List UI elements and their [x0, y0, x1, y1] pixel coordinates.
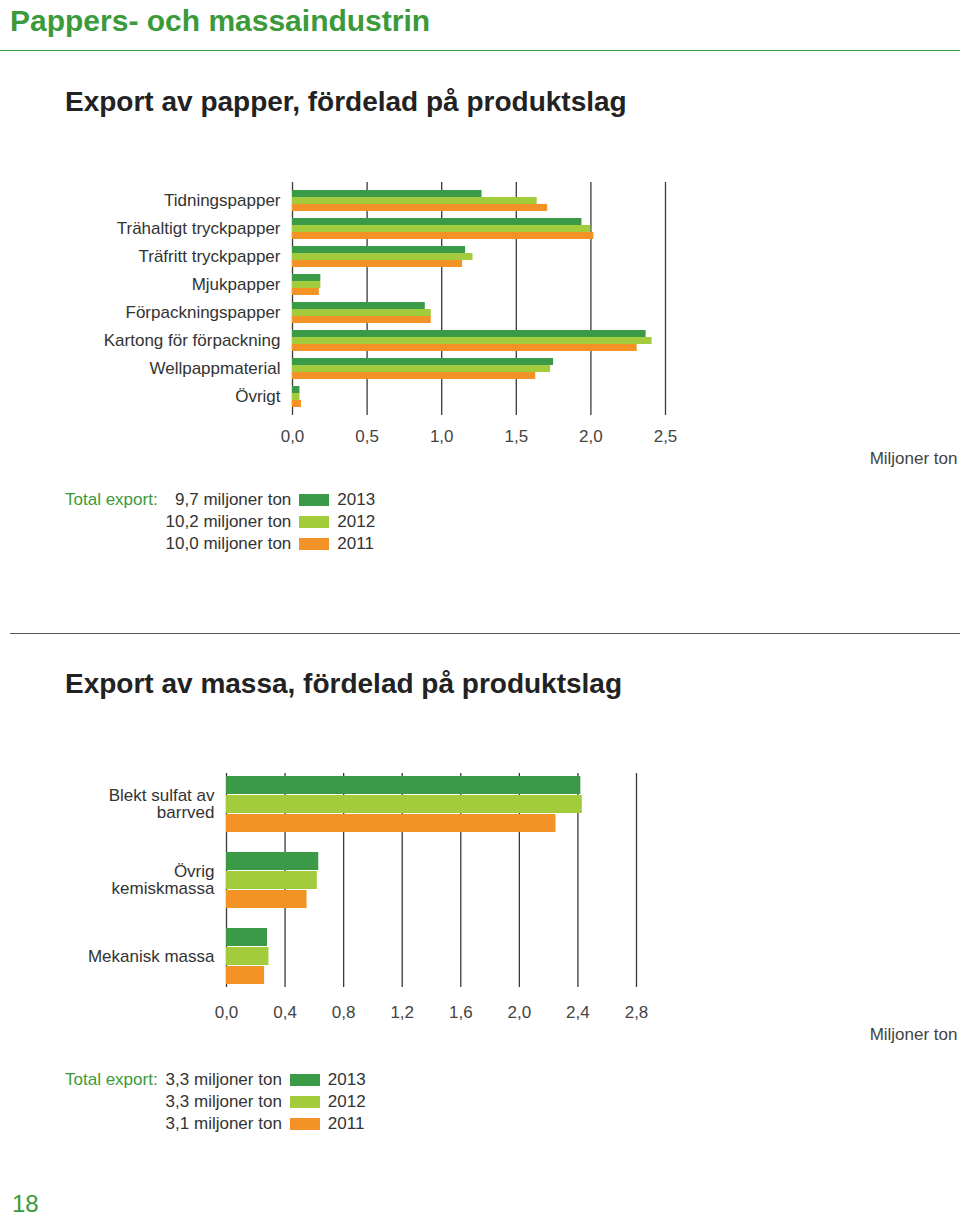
svg-text:Miljoner ton: Miljoner ton	[870, 1025, 958, 1044]
html-text:2012: 2012	[327, 1092, 366, 1111]
svg-text:Övrigt: Övrigt	[235, 387, 281, 406]
svg-text:0,0: 0,0	[281, 427, 305, 446]
svg-text:0,4: 0,4	[273, 1003, 297, 1022]
html-text:10,2 miljoner ton: 10,2 miljoner ton	[165, 512, 292, 531]
svg-text:Miljoner ton: Miljoner ton	[870, 449, 958, 468]
html-text:3,3 miljoner ton: 3,3 miljoner ton	[165, 1092, 282, 1111]
svg-text:1,0: 1,0	[430, 427, 454, 446]
html-text:Total export:: Total export:	[65, 1070, 158, 1089]
html-text:9,7 miljoner ton: 9,7 miljoner ton	[175, 490, 292, 509]
html-text:3,3 miljoner ton: 3,3 miljoner ton	[165, 1070, 282, 1089]
svg-text:Tidningspapper: Tidningspapper	[164, 191, 281, 210]
svg-text:Mekanisk massa: Mekanisk massa	[88, 947, 215, 966]
svg-text:Övrigkemiskmassa: Övrigkemiskmassa	[112, 862, 216, 898]
svg-text:Wellpappmaterial: Wellpappmaterial	[149, 359, 280, 378]
svg-text:1,5: 1,5	[504, 427, 528, 446]
html-text:18: 18	[12, 1190, 39, 1217]
svg-text:Trähaltigt tryckpapper: Trähaltigt tryckpapper	[117, 219, 281, 238]
svg-text:0,0: 0,0	[215, 1003, 239, 1022]
html-text:Pappers- och massaindustrin: Pappers- och massaindustrin	[10, 4, 431, 37]
html-text:Export av papper, fördelad på: Export av papper, fördelad på produktsla…	[65, 86, 627, 117]
html-text:2011: 2011	[337, 534, 374, 553]
svg-text:2,0: 2,0	[508, 1003, 532, 1022]
svg-text:1,2: 1,2	[390, 1003, 414, 1022]
svg-text:Träfritt tryckpapper: Träfritt tryckpapper	[138, 247, 280, 266]
html-text:Total export:: Total export:	[65, 490, 158, 509]
svg-text:2,0: 2,0	[579, 427, 603, 446]
html-text:2011: 2011	[327, 1114, 365, 1133]
html-text:10,0 miljoner ton: 10,0 miljoner ton	[165, 534, 292, 553]
html-text:2013: 2013	[327, 1070, 366, 1089]
svg-text:Kartong för förpackning: Kartong för förpackning	[104, 331, 281, 350]
html-text:2013: 2013	[337, 490, 376, 509]
svg-text:1,6: 1,6	[449, 1003, 473, 1022]
svg-text:0,5: 0,5	[355, 427, 379, 446]
svg-text:Förpackningspapper: Förpackningspapper	[126, 303, 281, 322]
svg-text:Mjukpapper: Mjukpapper	[192, 275, 281, 294]
html-text:2012: 2012	[337, 512, 376, 531]
svg-text:2,4: 2,4	[566, 1003, 590, 1022]
svg-text:Blekt sulfat avbarrved: Blekt sulfat avbarrved	[109, 786, 215, 822]
html-text:Export av massa, fördelad på p: Export av massa, fördelad på produktslag	[65, 668, 622, 699]
html-text:3,1 miljoner ton: 3,1 miljoner ton	[165, 1114, 282, 1133]
svg-text:2,5: 2,5	[654, 427, 678, 446]
svg-text:2,8: 2,8	[625, 1003, 649, 1022]
svg-text:0,8: 0,8	[332, 1003, 356, 1022]
